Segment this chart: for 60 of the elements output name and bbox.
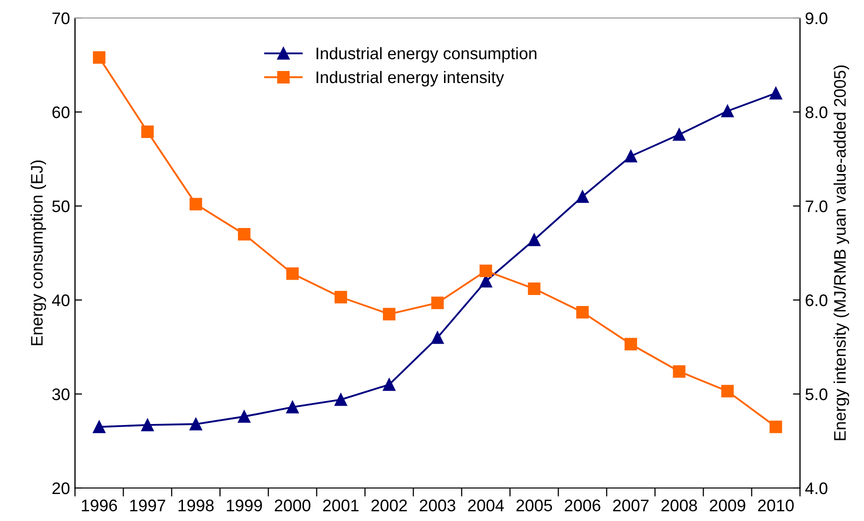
y2-tick-label: 4.0 xyxy=(805,482,828,494)
y-tick-label: 50 xyxy=(52,200,70,212)
point xyxy=(141,418,154,432)
point xyxy=(528,282,540,295)
y-tick-label: 60 xyxy=(52,106,70,118)
point xyxy=(431,331,444,344)
point xyxy=(528,234,540,246)
point xyxy=(770,86,782,100)
point xyxy=(672,128,686,141)
point xyxy=(286,267,299,280)
point xyxy=(624,150,638,162)
y-axis-title: Energy consumption (EJ) xyxy=(30,160,46,346)
point xyxy=(672,365,686,378)
y2-tick-label: 8.0 xyxy=(806,106,828,118)
x-tick-label: 1996 xyxy=(82,500,117,512)
y2-tick-label: 9.0 xyxy=(806,12,828,24)
point xyxy=(92,51,106,64)
y-tick-label: 30 xyxy=(52,388,70,400)
y2-tick-label: 7.0 xyxy=(806,200,828,212)
legend-label: Industrial energy intensity xyxy=(316,70,504,87)
x-tick-label: 2006 xyxy=(564,500,600,512)
x-tick-label: 2003 xyxy=(420,500,456,512)
point xyxy=(382,308,396,320)
y-tick-label: 20 xyxy=(52,482,70,494)
x-tick-label: 1997 xyxy=(130,500,166,512)
point xyxy=(721,104,734,118)
x-tick-label: 2000 xyxy=(274,500,310,512)
x-tick-label: 1998 xyxy=(178,500,214,512)
point xyxy=(624,338,638,350)
point xyxy=(480,264,492,278)
point xyxy=(238,228,250,240)
y2-tick-label: 6.0 xyxy=(806,294,828,306)
legend-label: Industrial energy consumption xyxy=(316,47,536,63)
point xyxy=(190,198,202,210)
point xyxy=(190,418,202,430)
x-tick-label: 2005 xyxy=(516,500,552,512)
x-tick-label: 2008 xyxy=(661,500,697,512)
x-tick-label: 2001 xyxy=(323,500,359,512)
x-tick-label: 2002 xyxy=(371,500,407,512)
x-tick-label: 2010 xyxy=(758,500,794,512)
point xyxy=(334,393,348,406)
point xyxy=(576,190,589,203)
point xyxy=(334,290,348,304)
point xyxy=(141,125,154,138)
x-tick-label: 2007 xyxy=(613,500,649,512)
y2-axis-title: Energy intensity (MJ/RMB yuan value-added 2005) xyxy=(834,66,850,440)
y2-tick-label: 5.0 xyxy=(806,388,828,400)
point xyxy=(576,306,589,318)
x-tick-label: 1999 xyxy=(226,500,262,512)
y-tick-label: 70 xyxy=(52,12,70,24)
x-tick-label: 2004 xyxy=(468,500,504,512)
x-tick-label: 2009 xyxy=(710,500,746,512)
point xyxy=(431,296,444,310)
point xyxy=(382,378,396,391)
point xyxy=(92,420,106,434)
point xyxy=(238,410,250,423)
point xyxy=(770,420,782,434)
y-tick-label: 40 xyxy=(52,294,70,306)
point xyxy=(286,400,299,414)
point xyxy=(721,384,734,398)
